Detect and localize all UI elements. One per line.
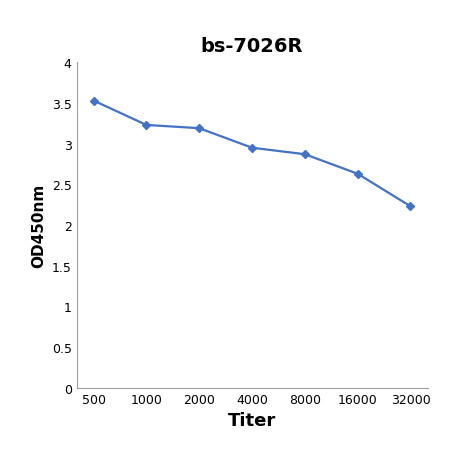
- X-axis label: Titer: Titer: [228, 411, 276, 429]
- Title: bs-7026R: bs-7026R: [201, 37, 303, 56]
- Y-axis label: OD450nm: OD450nm: [31, 184, 46, 267]
